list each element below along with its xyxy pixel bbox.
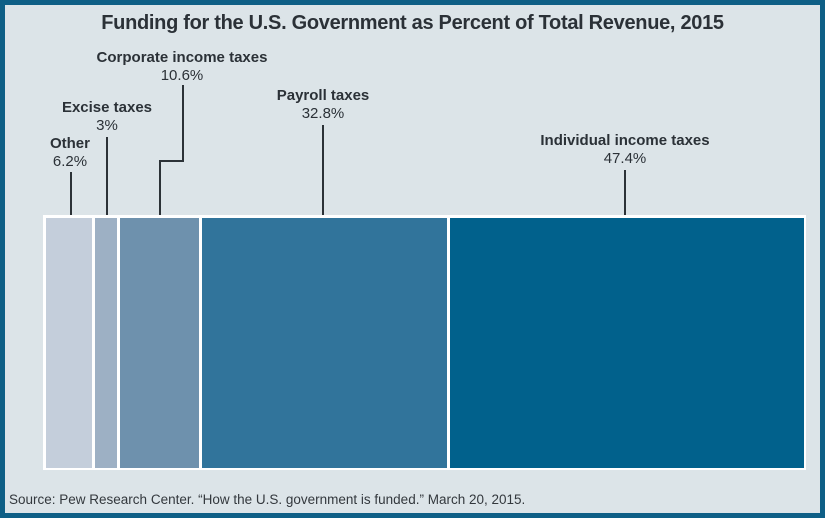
leader-line-corporate-elbow (159, 160, 184, 162)
category-label-corporate-income-taxes: Corporate income taxes (96, 49, 268, 66)
source-citation: Source: Pew Research Center. “How the U.… (9, 492, 526, 507)
value-label-other: 6.2% (52, 153, 88, 170)
category-label-excise-taxes: Excise taxes (61, 99, 153, 116)
leader-line-payroll-taxes (322, 125, 324, 216)
bar-segment-excise-taxes (94, 217, 118, 468)
leader-line-corporate-lower (159, 162, 161, 216)
category-label-individual-income-taxes: Individual income taxes (540, 132, 710, 149)
value-label-payroll-taxes: 32.8% (301, 105, 345, 122)
bar-segment-other (45, 217, 92, 468)
chart-title: Funding for the U.S. Government as Perce… (101, 12, 724, 34)
callout-payroll-taxes: Payroll taxes 32.8% (223, 87, 423, 123)
leader-line-corporate-upper (182, 85, 184, 162)
leader-line-excise-taxes (106, 137, 108, 216)
bar-segment-corporate-income-taxes (120, 217, 200, 468)
value-label-individual-income-taxes: 47.4% (603, 150, 647, 167)
leader-line-individual-income-taxes (624, 170, 626, 216)
value-label-corporate-income-taxes: 10.6% (160, 67, 204, 84)
callout-individual-income-taxes: Individual income taxes 47.4% (495, 132, 755, 168)
leader-line-other (70, 172, 72, 216)
callout-excise-taxes: Excise taxes 3% (27, 99, 187, 135)
value-label-excise-taxes: 3% (96, 117, 118, 134)
stacked-bar (43, 215, 806, 470)
bar-segment-individual-income-taxes (449, 217, 804, 468)
category-label-payroll-taxes: Payroll taxes (276, 87, 370, 104)
bar-segment-payroll-taxes (202, 217, 447, 468)
callout-corporate-income-taxes: Corporate income taxes 10.6% (72, 49, 292, 85)
category-label-other: Other (49, 135, 90, 152)
callout-other: Other 6.2% (10, 135, 130, 171)
